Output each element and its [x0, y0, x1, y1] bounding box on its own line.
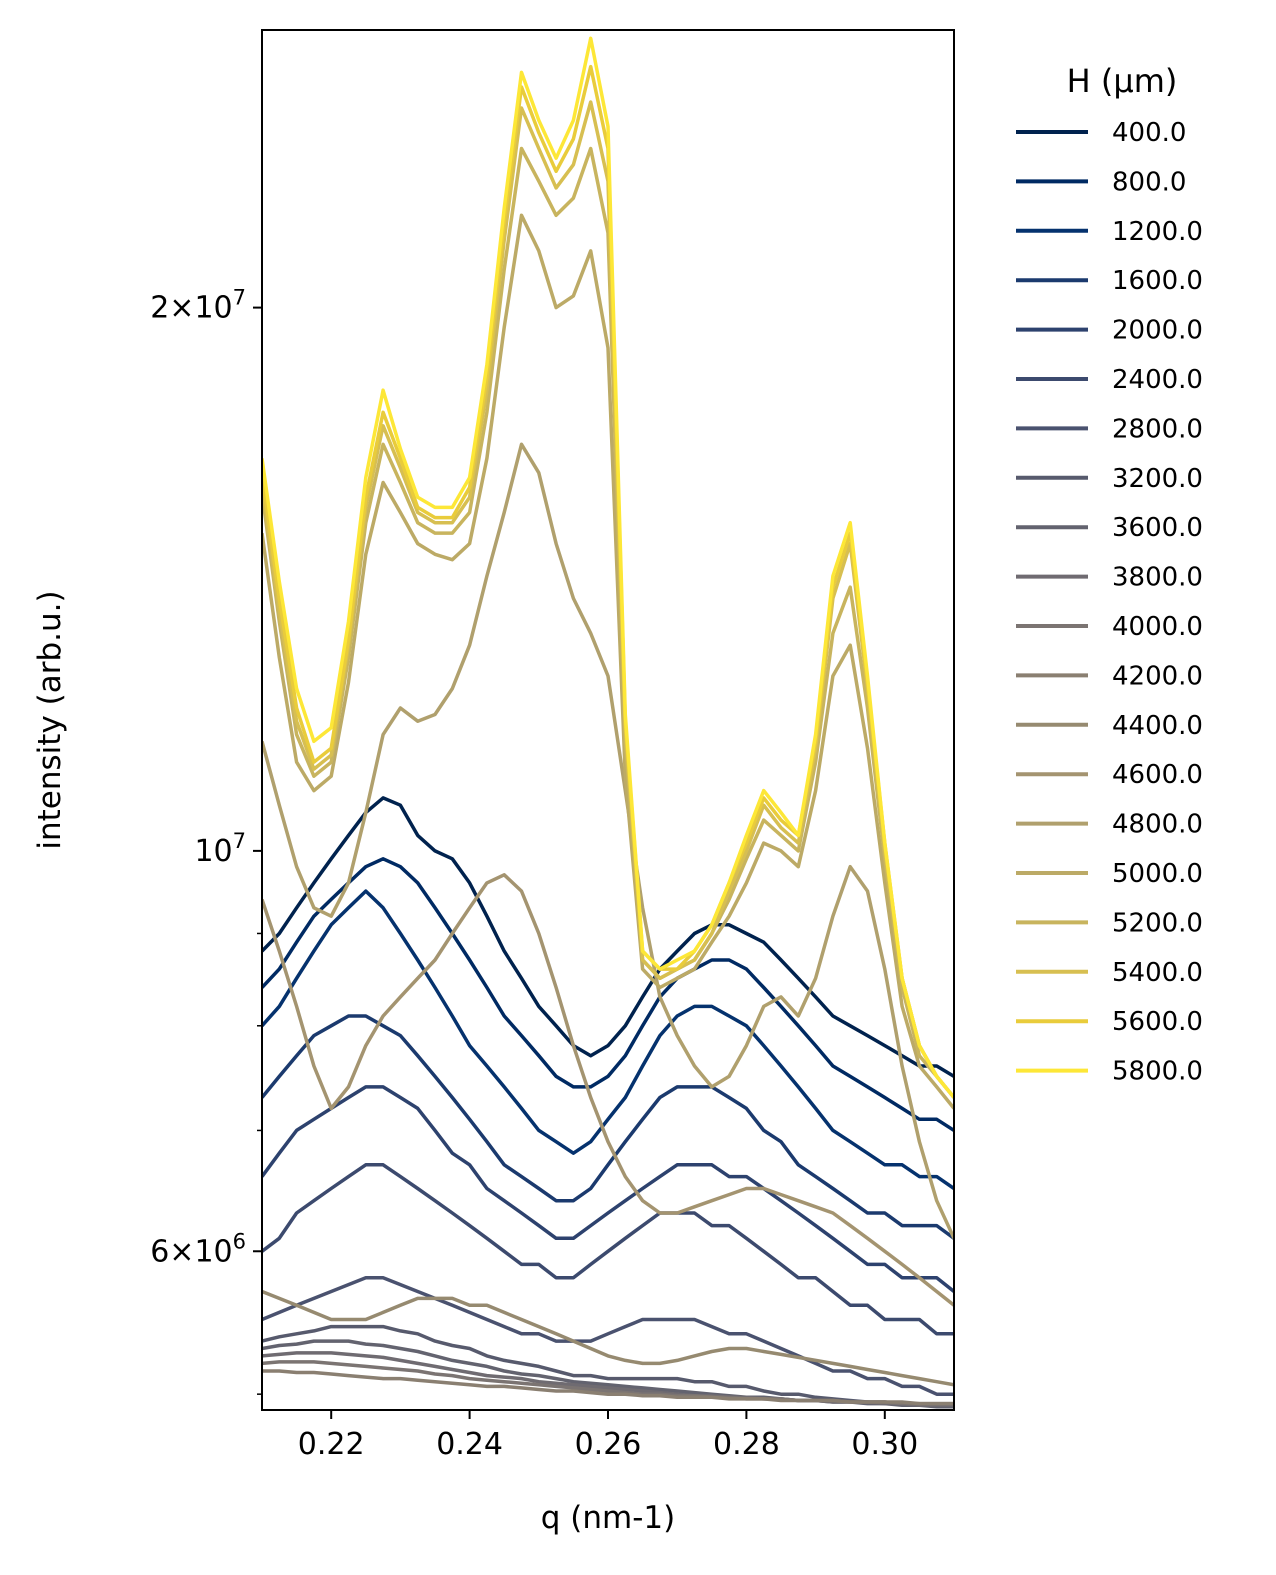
legend-label: 5200.0 [1112, 908, 1203, 938]
series-line-4 [262, 1085, 954, 1293]
legend-label: 5600.0 [1112, 1007, 1203, 1037]
x-tick-label: 0.30 [851, 1427, 918, 1462]
y-axis-label: intensity (arb.u.) [32, 590, 68, 849]
legend-label: 4000.0 [1112, 612, 1203, 642]
series-line-0 [262, 796, 954, 1078]
series-line-5 [262, 1163, 954, 1336]
series-line-6 [262, 1276, 954, 1396]
y-tick-label: 6×106 [150, 1229, 246, 1269]
legend-label: 2400.0 [1112, 365, 1203, 395]
legend-label: 4800.0 [1112, 810, 1203, 840]
series-line-14 [262, 442, 954, 1240]
legend-label: 3600.0 [1112, 513, 1203, 543]
x-tick-label: 0.24 [436, 1427, 503, 1462]
x-axis: 0.22 0.24 0.26 0.28 0.30 [298, 1410, 918, 1462]
legend-label: 1600.0 [1112, 266, 1203, 296]
y-tick-label: 2×107 [150, 286, 246, 326]
legend: H (μm) 400.0 800.0 1200.0 1600.0 2000.0 2400.… [1016, 62, 1203, 1087]
x-tick-label: 0.26 [575, 1427, 642, 1462]
legend-label: 5000.0 [1112, 859, 1203, 889]
series-line-11 [262, 1369, 954, 1406]
series-line-15 [262, 213, 954, 1110]
legend-label: 4600.0 [1112, 760, 1203, 790]
legend-label: 4200.0 [1112, 661, 1203, 691]
legend-label: 800.0 [1112, 167, 1186, 197]
x-axis-label: q (nm-1) [541, 1500, 675, 1536]
legend-title: H (μm) [1067, 62, 1178, 100]
legend-label: 400.0 [1112, 118, 1186, 148]
legend-label: 2000.0 [1112, 316, 1203, 346]
series-line-12 [262, 1289, 954, 1387]
series-line-2 [262, 889, 954, 1190]
legend-items: 400.0 800.0 1200.0 1600.0 2000.0 2400.0 2800.0… [1016, 118, 1203, 1087]
legend-label: 5400.0 [1112, 958, 1203, 988]
legend-label: 5800.0 [1112, 1057, 1203, 1087]
series-line-13 [262, 873, 954, 1307]
y-tick-label: 107 [194, 829, 246, 869]
series-line-1 [262, 857, 954, 1132]
y-axis: 6×106 107 2×107 [150, 286, 262, 1395]
legend-label: 3800.0 [1112, 563, 1203, 593]
legend-label: 3200.0 [1112, 464, 1203, 494]
legend-label: 4400.0 [1112, 711, 1203, 741]
series-layer [262, 36, 954, 1409]
x-tick-label: 0.28 [713, 1427, 780, 1462]
legend-label: 1200.0 [1112, 217, 1203, 247]
legend-label: 2800.0 [1112, 414, 1203, 444]
x-tick-label: 0.22 [298, 1427, 365, 1462]
series-line-19 [262, 36, 954, 1099]
